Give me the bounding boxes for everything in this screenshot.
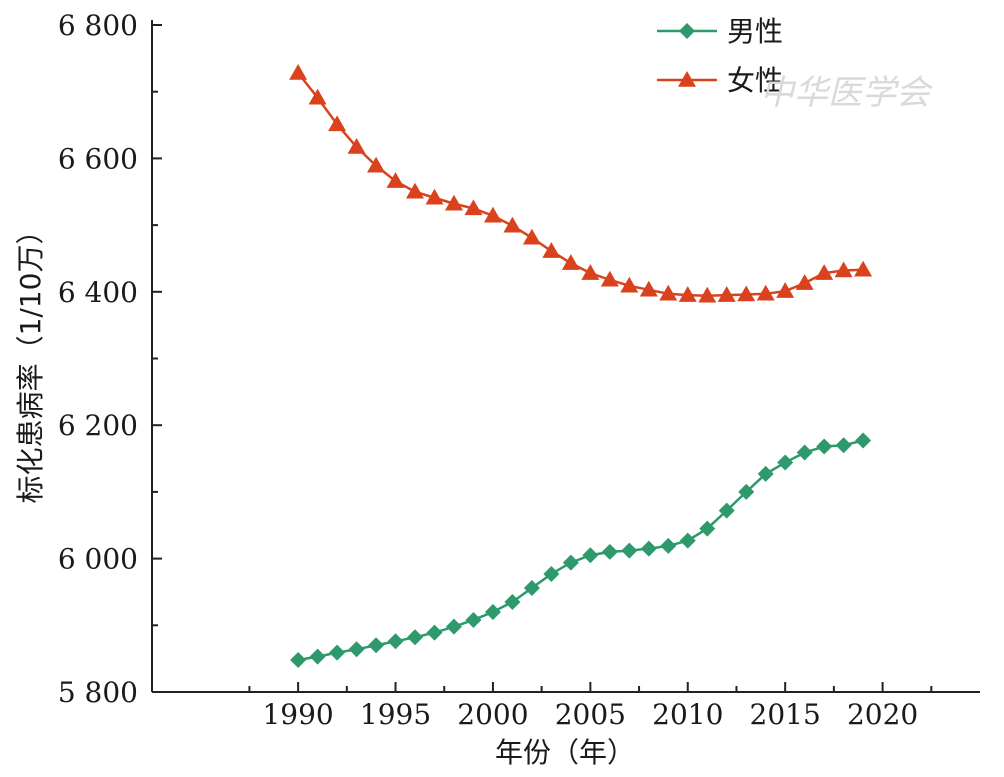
x-tick-label: 2020 (847, 698, 918, 731)
data-point (796, 444, 813, 461)
data-point (503, 216, 522, 233)
data-point (776, 282, 795, 298)
legend-swatch-marker (679, 23, 695, 39)
y-tick-label: 6 600 (58, 142, 138, 175)
data-point (464, 199, 483, 216)
data-point (347, 138, 366, 154)
series-male (290, 432, 872, 668)
data-point (854, 260, 873, 277)
data-point (835, 437, 852, 454)
data-point (757, 465, 774, 482)
series-female (289, 64, 873, 303)
legend-label: 男性 (727, 15, 783, 48)
data-point (290, 651, 307, 668)
data-point (600, 270, 619, 287)
data-point (425, 188, 444, 205)
data-point (562, 554, 579, 571)
legend-entry: 女性 (657, 64, 783, 97)
y-tick-label: 6 000 (58, 543, 138, 576)
data-point (387, 633, 404, 650)
data-point (738, 483, 755, 500)
data-point (426, 624, 443, 641)
x-tick-label: 2010 (652, 698, 723, 731)
data-point (679, 532, 696, 549)
data-point (348, 641, 365, 658)
data-point (329, 644, 346, 661)
y-tick-label: 6 800 (58, 9, 138, 42)
watermark: 中华医学会 (760, 73, 934, 113)
data-point (445, 618, 462, 635)
data-point (308, 88, 327, 105)
data-point (698, 286, 717, 303)
data-point (660, 537, 677, 554)
data-point (639, 280, 658, 297)
data-point (444, 194, 463, 211)
data-point (386, 172, 405, 188)
data-point (309, 648, 326, 665)
data-point (483, 206, 502, 223)
data-point (601, 543, 618, 560)
data-point (289, 64, 308, 80)
axes (151, 20, 980, 693)
data-point (756, 284, 775, 301)
y-tick-label: 5 800 (58, 676, 138, 709)
data-point (367, 156, 386, 173)
data-point (484, 603, 501, 620)
data-point (795, 274, 814, 290)
data-point (659, 284, 678, 301)
x-tick-label: 2000 (457, 698, 528, 731)
series-line (297, 439, 864, 662)
x-tick-label: 1990 (262, 698, 333, 731)
x-tick-label: 2005 (555, 698, 626, 731)
data-point (640, 540, 657, 557)
data-point (816, 438, 833, 455)
data-point (582, 547, 599, 564)
data-point (718, 502, 735, 519)
data-point (855, 432, 872, 449)
ticks: 5 800 6 000 6 200 6 400 6 600 6 800 1990 1995 20… (58, 9, 933, 731)
legend-entry: 男性 (657, 15, 783, 48)
data-point (328, 115, 347, 132)
x-axis-label: 年份（年） (495, 736, 635, 769)
data-point (717, 286, 736, 302)
data-point (737, 285, 756, 302)
data-point (777, 454, 794, 471)
data-point (543, 565, 560, 582)
data-point (621, 542, 638, 559)
data-point (699, 520, 716, 537)
y-tick-label: 6 200 (58, 409, 138, 442)
data-point (407, 629, 424, 646)
data-point (465, 611, 482, 628)
y-tick-label: 6 400 (58, 276, 138, 309)
data-point (834, 261, 853, 278)
x-tick-label: 2015 (750, 698, 821, 731)
data-point (815, 264, 834, 280)
legend-label: 女性 (727, 64, 783, 97)
data-point (522, 228, 541, 245)
legend-swatch-marker (678, 71, 696, 87)
y-axis-label: 标化患病率（1/10万） (14, 217, 47, 504)
data-point (368, 637, 385, 654)
series-group (289, 64, 873, 668)
data-point (406, 182, 425, 199)
data-point (678, 286, 697, 302)
x-tick-label: 1995 (360, 698, 431, 731)
data-point (523, 579, 540, 596)
data-point (620, 276, 639, 293)
data-point (504, 593, 521, 610)
data-point (542, 242, 561, 258)
data-point (581, 264, 600, 280)
data-point (561, 254, 580, 270)
